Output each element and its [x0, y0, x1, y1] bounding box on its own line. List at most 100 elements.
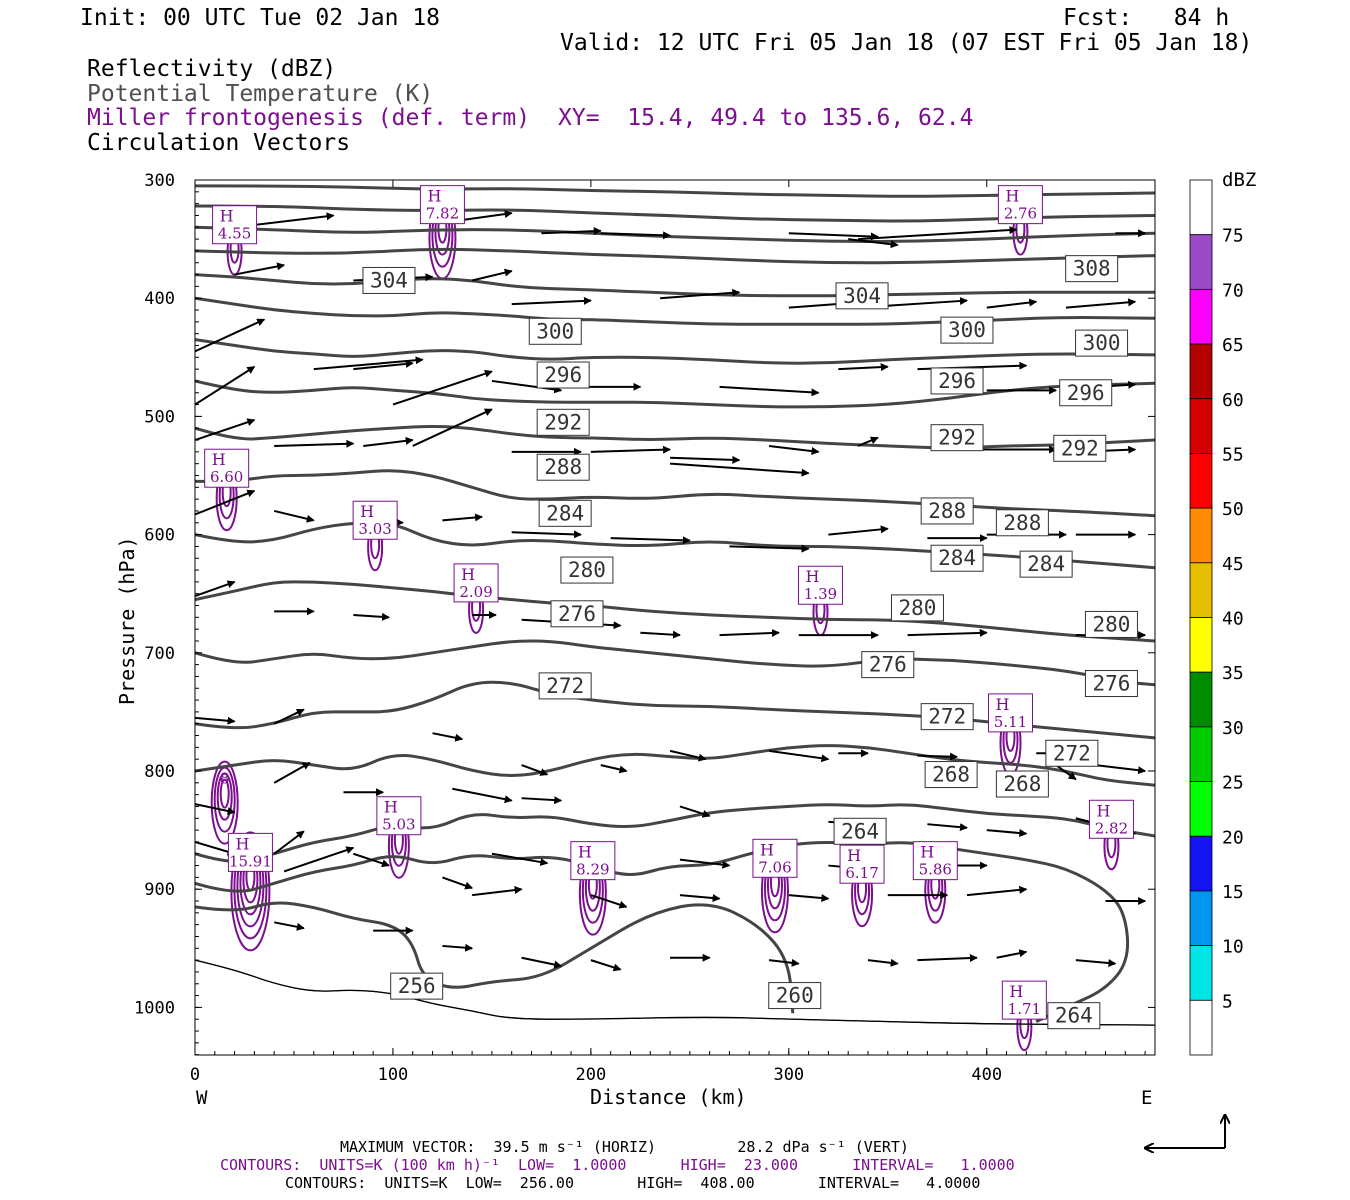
circulation-vector: [917, 752, 959, 761]
svg-text:300: 300: [948, 318, 986, 342]
isentrope-label: 264: [1047, 1002, 1101, 1030]
isentrope-label: 272: [1045, 739, 1099, 767]
svg-text:300: 300: [1083, 331, 1121, 355]
isentrope-label: 300: [528, 317, 582, 345]
isentrope-label: 260: [768, 982, 822, 1010]
circulation-vector: [273, 761, 311, 784]
svg-text:H: H: [996, 695, 1010, 714]
circulation-vector: [679, 805, 711, 818]
isentrope-296: [195, 424, 1155, 450]
colorbar-swatch: [1189, 835, 1213, 892]
circulation-vector: [986, 829, 1028, 838]
frontogenesis-max-label: H5.11: [988, 693, 1034, 733]
svg-text:5.03: 5.03: [382, 816, 415, 834]
svg-text:H: H: [360, 502, 374, 521]
colorbar-label: 15: [1222, 882, 1244, 903]
svg-text:280: 280: [568, 558, 606, 582]
svg-text:H: H: [847, 846, 861, 865]
frontogenesis-max-label: H1.39: [797, 565, 843, 605]
terrain-line: [194, 959, 1156, 1026]
circulation-vector: [273, 509, 315, 523]
y-tick-label: 900: [144, 880, 175, 900]
colorbar-swatch: [1189, 398, 1213, 454]
circulation-vector: [1095, 764, 1147, 775]
isentrope-label: 272: [538, 672, 592, 700]
circulation-vector: [927, 823, 968, 832]
colorbar-swatch: [1189, 288, 1213, 345]
svg-text:268: 268: [1003, 772, 1041, 796]
circulation-vector: [788, 232, 879, 241]
circulation-vector: [660, 288, 741, 300]
terrain-surface: [194, 959, 1156, 1026]
isentrope-316: [195, 247, 1155, 265]
valid-time: Valid: 12 UTC Fri 05 Jan 18 (07 EST Fri …: [560, 30, 1253, 56]
svg-text:304: 304: [843, 284, 881, 308]
x-tick-label: 300: [773, 1065, 804, 1085]
colorbar-swatch: [1189, 507, 1213, 564]
circulation-vector: [867, 958, 899, 967]
colorbar-label: 20: [1222, 827, 1244, 848]
circulation-vector: [283, 846, 355, 873]
svg-text:1.39: 1.39: [804, 585, 837, 603]
circulation-vector: [491, 852, 549, 866]
isentrope-label: 296: [536, 361, 590, 389]
circulation-vector: [195, 716, 236, 725]
circulation-vector: [541, 227, 602, 236]
colorbar-swatch: [1189, 617, 1213, 673]
field-circulation-vectors: Circulation Vectors: [87, 130, 351, 156]
svg-text:H: H: [806, 567, 820, 586]
isentrope-324: [195, 204, 1155, 223]
circulation-vector: [442, 943, 474, 952]
axes: 0 100 200 300 400 300 400 500 600 700 800 900 1000: [134, 171, 1155, 1085]
circulation-vector: [363, 436, 414, 447]
svg-text:H: H: [920, 843, 934, 862]
svg-text:H: H: [1005, 187, 1019, 206]
circulation-vector: [768, 958, 800, 967]
circulation-vector: [195, 803, 236, 815]
svg-text:7.06: 7.06: [758, 858, 791, 876]
svg-text:H: H: [760, 840, 774, 859]
frontogenesis-max-label: H8.29: [570, 841, 616, 881]
theta-contour-info: CONTOURS: UNITS=K LOW= 256.00 HIGH= 408.…: [285, 1174, 981, 1192]
colorbar-swatch: [1189, 562, 1213, 618]
isentrope-label: 304: [362, 266, 416, 294]
forecast-hour: Fcst: 84 h: [1063, 5, 1230, 31]
colorbar-swatch: [1189, 343, 1213, 400]
y-tick-label: 600: [144, 526, 175, 546]
circulation-vector: [858, 226, 1018, 241]
colorbar-swatch: [1189, 453, 1213, 509]
circulation-vector: [848, 238, 899, 249]
circulation-vector: [353, 359, 414, 371]
isentrope-label: 292: [536, 408, 590, 436]
reference-vector-icon: [1145, 1115, 1225, 1148]
circulation-vector: [273, 921, 305, 931]
frontogenesis-contour: [216, 772, 233, 821]
svg-text:280: 280: [899, 596, 937, 620]
colorbar-swatch: [1189, 726, 1213, 782]
y-tick-label: 700: [144, 644, 175, 664]
colorbar-label: 45: [1222, 554, 1244, 575]
isentrope-312: [195, 273, 1155, 298]
colorbar-label: 40: [1222, 609, 1244, 630]
colorbar-label: 75: [1222, 226, 1244, 247]
circulation-vector: [195, 318, 266, 353]
circulation-vector: [679, 858, 731, 869]
circulation-vector: [828, 525, 889, 536]
isentrope-label: 264: [833, 817, 887, 845]
circulation-vector: [442, 876, 474, 890]
svg-text:6.60: 6.60: [210, 468, 243, 486]
isentrope-label: 268: [995, 770, 1049, 798]
y-tick-label: 300: [144, 171, 175, 191]
circulation-vector: [838, 363, 889, 372]
circulation-vector: [768, 749, 830, 763]
svg-text:5.11: 5.11: [994, 713, 1027, 731]
svg-text:4.55: 4.55: [218, 225, 251, 243]
frontogenesis-max-labels: H4.55H7.82H2.76H6.60H3.03H2.09H1.39H5.11…: [204, 185, 1134, 1020]
circulation-vector: [669, 749, 707, 762]
svg-text:260: 260: [776, 984, 814, 1008]
isentrope-304: [195, 338, 1155, 365]
isentrope-308: [195, 296, 1155, 326]
svg-text:8: 8: [220, 770, 230, 788]
isentrope-268: [195, 803, 1155, 864]
